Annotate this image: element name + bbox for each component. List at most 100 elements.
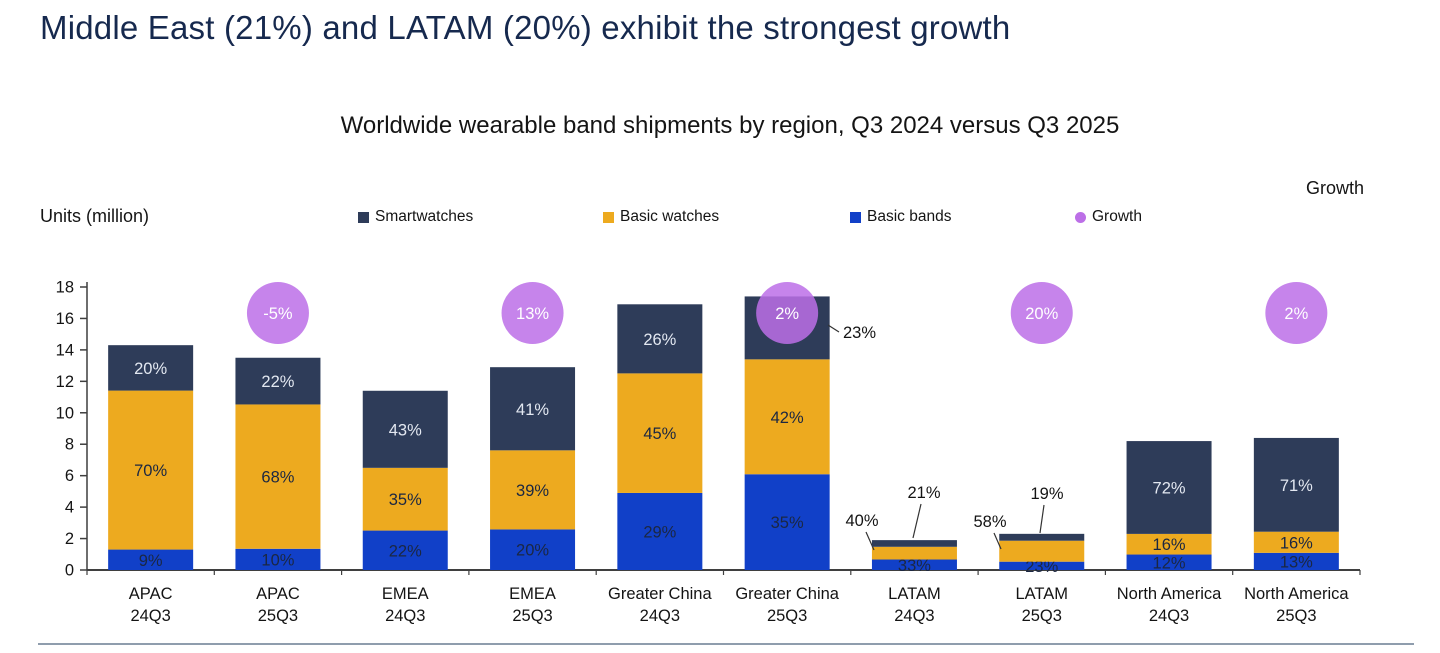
callout-line [912,503,922,539]
x-label-quarter: 24Q3 [894,607,934,625]
y-tick-label: 8 [65,436,74,454]
legend-label: Smartwatches [375,208,474,225]
bar-segment-basic-bands [1253,552,1339,570]
segment-label: 72% [1153,479,1186,497]
growth-bubble [1265,282,1328,344]
chart-title: Worldwide wearable band shipments by reg… [340,112,1120,139]
x-label-region: LATAM [1015,585,1068,603]
segment-label: 35% [771,514,804,532]
growth-bubble-label: 20% [1025,305,1058,323]
y-tick-label: 16 [56,310,74,328]
bar-segment-smartwatches [235,357,321,405]
callout-line [1039,504,1045,534]
legend-label: Growth [1092,208,1142,225]
x-label-region: EMEA [509,585,556,603]
legend-label: Basic watches [620,208,720,225]
bar-segment-basic-bands [108,549,194,570]
y-tick-label: 2 [65,530,74,548]
x-label-region: LATAM [888,585,941,603]
bar-segment-basic-watches [1253,531,1339,553]
bar-segment-basic-watches [108,390,194,550]
bar-segment-basic-watches [1126,533,1212,555]
segment-label: 39% [516,482,549,500]
legend-label: Basic bands [867,208,952,225]
smartwatches-swatch-icon [358,211,369,223]
callout-line [865,531,875,551]
callout-label: 19% [1030,485,1063,503]
x-label-quarter: 25Q3 [767,607,807,625]
bar-segment-basic-bands [490,529,576,570]
bar-segment-basic-watches [871,546,957,560]
bar-segment-smartwatches [871,540,957,547]
segment-label: 70% [134,462,167,480]
segment-label: 9% [139,552,163,570]
bar-segment-basic-watches [999,540,1085,562]
growth-bubble [1010,282,1073,344]
bar-segment-smartwatches [999,533,1085,541]
basic-bands-swatch-icon [850,211,861,223]
segment-label: 42% [771,409,804,427]
y-tick-label: 10 [56,404,74,422]
segment-label: 10% [261,551,294,569]
segment-label: 45% [643,425,676,443]
segment-label: 26% [643,331,676,349]
growth-bubble-label: 2% [1284,305,1308,323]
y-tick-label: 18 [56,279,74,297]
growth-bubble [246,282,309,344]
callout-line [993,532,1002,550]
bar-segment-smartwatches [490,367,576,451]
y-tick-label: 6 [65,467,74,485]
segment-label: 20% [134,360,167,378]
segment-label: 68% [261,469,294,487]
x-label-quarter: 24Q3 [130,607,170,625]
segment-label: 35% [389,491,422,509]
segment-label: 23% [1025,558,1058,576]
growth-axis-label: Growth [1305,178,1364,198]
x-label-quarter: 25Q3 [1022,607,1062,625]
callout-label: 21% [907,484,940,502]
x-label-quarter: 24Q3 [385,607,425,625]
bar-segment-basic-watches [235,404,321,549]
y-tick-label: 14 [56,341,74,359]
bar-segment-basic-watches [617,373,703,493]
x-label-quarter: 25Q3 [258,607,298,625]
bar-segment-smartwatches [108,345,194,391]
bar-segment-smartwatches [362,390,448,468]
x-label-region: APAC [129,585,173,603]
x-label-quarter: 25Q3 [512,607,552,625]
segment-label: 22% [389,542,422,560]
legend-item-growth: Growth [1075,208,1142,226]
bar-segment-basic-bands [999,561,1085,570]
bar-segment-basic-bands [744,474,830,570]
segment-label: 43% [389,421,422,439]
x-label-region: Greater China [608,585,712,603]
growth-bubble-label: 2% [775,305,799,323]
x-label-quarter: 24Q3 [640,607,680,625]
segment-label: 16% [1280,534,1313,552]
bar-segment-smartwatches [617,304,703,374]
growth-bubble [756,282,819,344]
segment-label: 22% [261,373,294,391]
callout-label: 40% [845,512,878,530]
segment-label: 33% [898,557,931,575]
bar-segment-smartwatches [1253,437,1339,532]
bar-segment-smartwatches [1126,441,1212,534]
x-label-region: APAC [256,585,300,603]
callout-label: 23% [843,324,876,342]
growth-swatch-icon [1075,211,1086,223]
bar-segment-basic-watches [744,359,830,475]
growth-bubble-label: 13% [516,305,549,323]
bar-segment-basic-bands [235,548,321,570]
y-tick-label: 4 [65,499,74,517]
growth-bubble-label: -5% [263,305,293,323]
bar-segment-basic-bands [1126,554,1212,570]
y-tick-label: 12 [56,373,74,391]
segment-label: 29% [643,523,676,541]
segment-label: 71% [1280,477,1313,495]
bar-segment-basic-bands [617,492,703,570]
x-label-quarter: 24Q3 [1149,607,1189,625]
callout-label: 58% [973,513,1006,531]
legend-item-smartwatches: Smartwatches [358,208,473,226]
